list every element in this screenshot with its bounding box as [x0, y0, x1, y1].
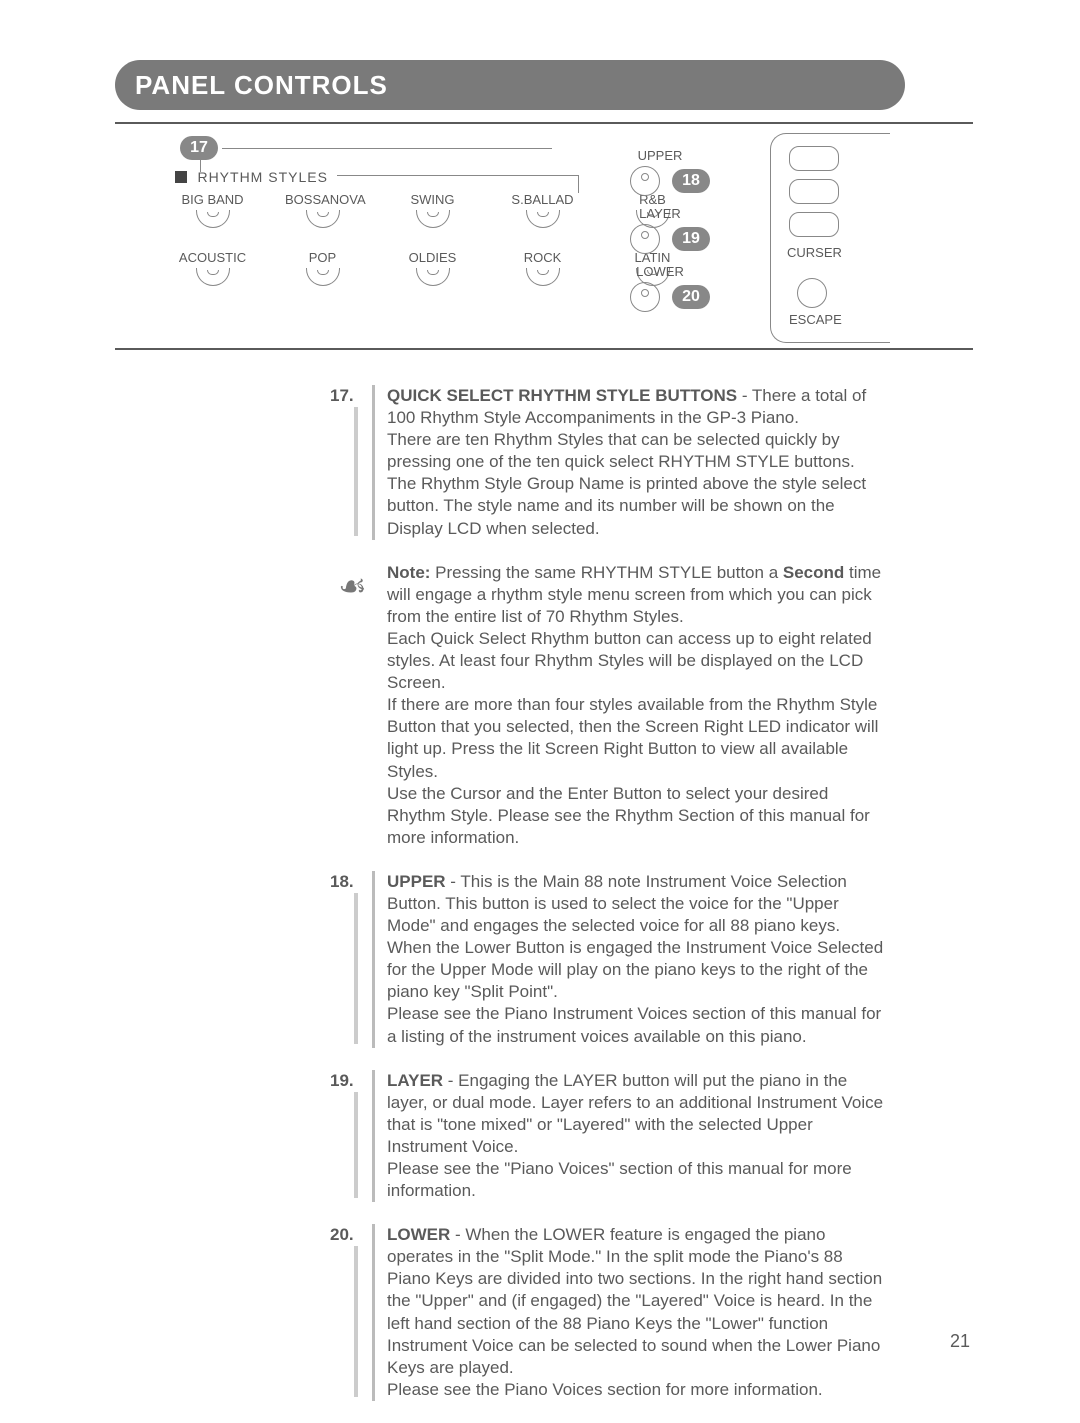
rhythm-button-acoustic[interactable] — [196, 268, 230, 286]
badge-20: 20 — [672, 285, 710, 309]
rhythm-label: SWING — [395, 192, 470, 207]
bracket — [578, 175, 579, 193]
cursor-panel: CURSER ESCAPE — [770, 133, 890, 343]
badge-17: 17 — [180, 136, 218, 160]
rhythm-button-sballad[interactable] — [526, 210, 560, 228]
page-title: PANEL CONTROLS — [135, 70, 388, 101]
rhythm-button-oldies[interactable] — [416, 268, 450, 286]
layer-label: LAYER — [630, 206, 690, 221]
lower-button[interactable] — [630, 282, 660, 312]
upper-label: UPPER — [630, 148, 690, 163]
rhythm-label: ROCK — [505, 250, 580, 265]
kokopelli-icon: ☙ — [330, 562, 375, 849]
item-text: QUICK SELECT RHYTHM STYLE BUTTONS - Ther… — [375, 385, 885, 540]
rhythm-button-bossanova[interactable] — [306, 210, 340, 228]
rhythm-label: S.BALLAD — [505, 192, 580, 207]
item-number: 19. — [330, 1071, 354, 1090]
item-number: 20. — [330, 1225, 354, 1244]
escape-label: ESCAPE — [789, 312, 890, 327]
item-17: 17. QUICK SELECT RHYTHM STYLE BUTTONS - … — [330, 385, 885, 540]
upper-button[interactable] — [630, 166, 660, 196]
badge-18: 18 — [672, 169, 710, 193]
cursor-button[interactable] — [789, 212, 839, 237]
square-icon — [175, 171, 187, 183]
lower-label: LOWER — [630, 264, 690, 279]
badge-19: 19 — [672, 227, 710, 251]
rhythm-label: ACOUSTIC — [175, 250, 250, 265]
header-bar: PANEL CONTROLS — [115, 60, 905, 110]
voice-buttons: UPPER 18 LAYER 19 LOWER 20 — [630, 148, 750, 322]
rule-bottom — [115, 348, 973, 350]
cursor-label: CURSER — [787, 245, 890, 260]
item-note: ☙ Note: Pressing the same RHYTHM STYLE b… — [330, 562, 885, 849]
layer-button[interactable] — [630, 224, 660, 254]
rhythm-label: BOSSANOVA — [285, 192, 360, 207]
rhythm-styles-section: RHYTHM STYLES BIG BAND BOSSANOVA SWING S… — [175, 168, 690, 286]
rhythm-label: POP — [285, 250, 360, 265]
item-18: 18. UPPER - This is the Main 88 note Ins… — [330, 871, 885, 1048]
note-text: Note: Pressing the same RHYTHM STYLE but… — [375, 562, 885, 849]
rhythm-row-2: ACOUSTIC POP OLDIES ROCK LATIN — [175, 250, 690, 286]
callout-line — [222, 148, 552, 149]
item-text: UPPER - This is the Main 88 note Instrum… — [375, 871, 885, 1048]
content-body: 17. QUICK SELECT RHYTHM STYLE BUTTONS - … — [330, 385, 885, 1423]
rhythm-button-swing[interactable] — [416, 210, 450, 228]
page-number: 21 — [950, 1331, 970, 1352]
cursor-button[interactable] — [789, 179, 839, 204]
rhythm-button-rock[interactable] — [526, 268, 560, 286]
item-number: 17. — [330, 386, 354, 405]
cursor-button[interactable] — [789, 146, 839, 171]
item-19: 19. LAYER - Engaging the LAYER button wi… — [330, 1070, 885, 1203]
rhythm-button-bigband[interactable] — [196, 210, 230, 228]
rhythm-row-1: BIG BAND BOSSANOVA SWING S.BALLAD R&B — [175, 192, 690, 228]
rhythm-title: RHYTHM STYLES — [197, 169, 327, 185]
escape-button[interactable] — [797, 278, 827, 308]
rhythm-button-pop[interactable] — [306, 268, 340, 286]
rule-top — [115, 122, 973, 124]
rhythm-label: OLDIES — [395, 250, 470, 265]
item-text: LOWER - When the LOWER feature is engage… — [375, 1224, 885, 1401]
bracket — [337, 175, 579, 176]
rhythm-label: BIG BAND — [175, 192, 250, 207]
item-number: 18. — [330, 872, 354, 891]
panel-diagram: 17 RHYTHM STYLES BIG BAND BOSSANOVA SWIN… — [150, 128, 890, 353]
item-text: LAYER - Engaging the LAYER button will p… — [375, 1070, 885, 1203]
item-20: 20. LOWER - When the LOWER feature is en… — [330, 1224, 885, 1401]
